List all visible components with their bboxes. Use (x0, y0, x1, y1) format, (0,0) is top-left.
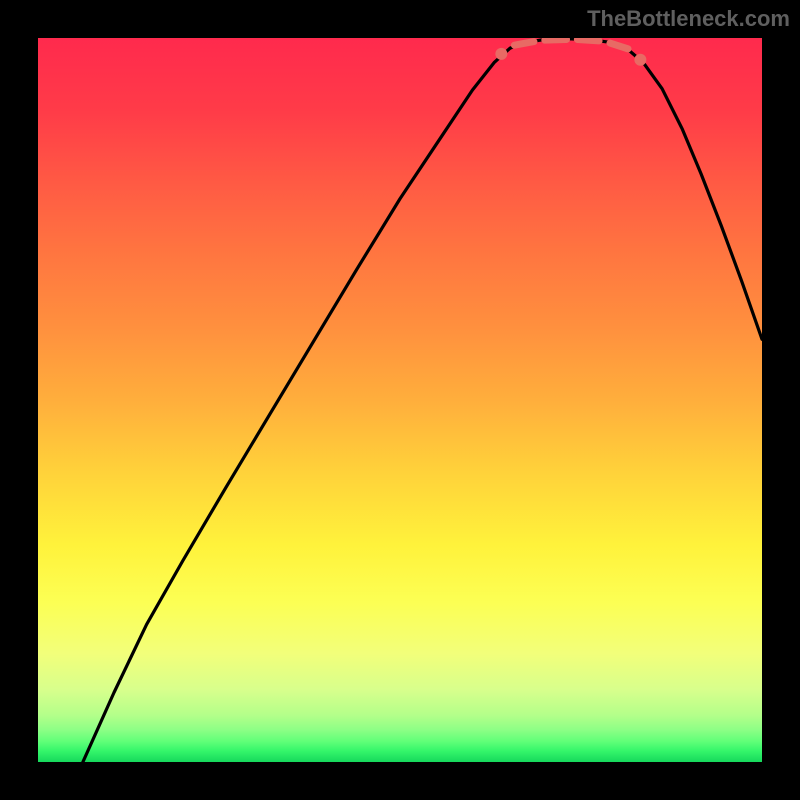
optimal-markers (495, 39, 646, 65)
plot-area (38, 38, 762, 762)
chart-container: TheBottleneck.com (0, 0, 800, 800)
bottleneck-curve (83, 39, 762, 762)
attribution-text: TheBottleneck.com (587, 6, 790, 32)
curve-layer (38, 38, 762, 762)
